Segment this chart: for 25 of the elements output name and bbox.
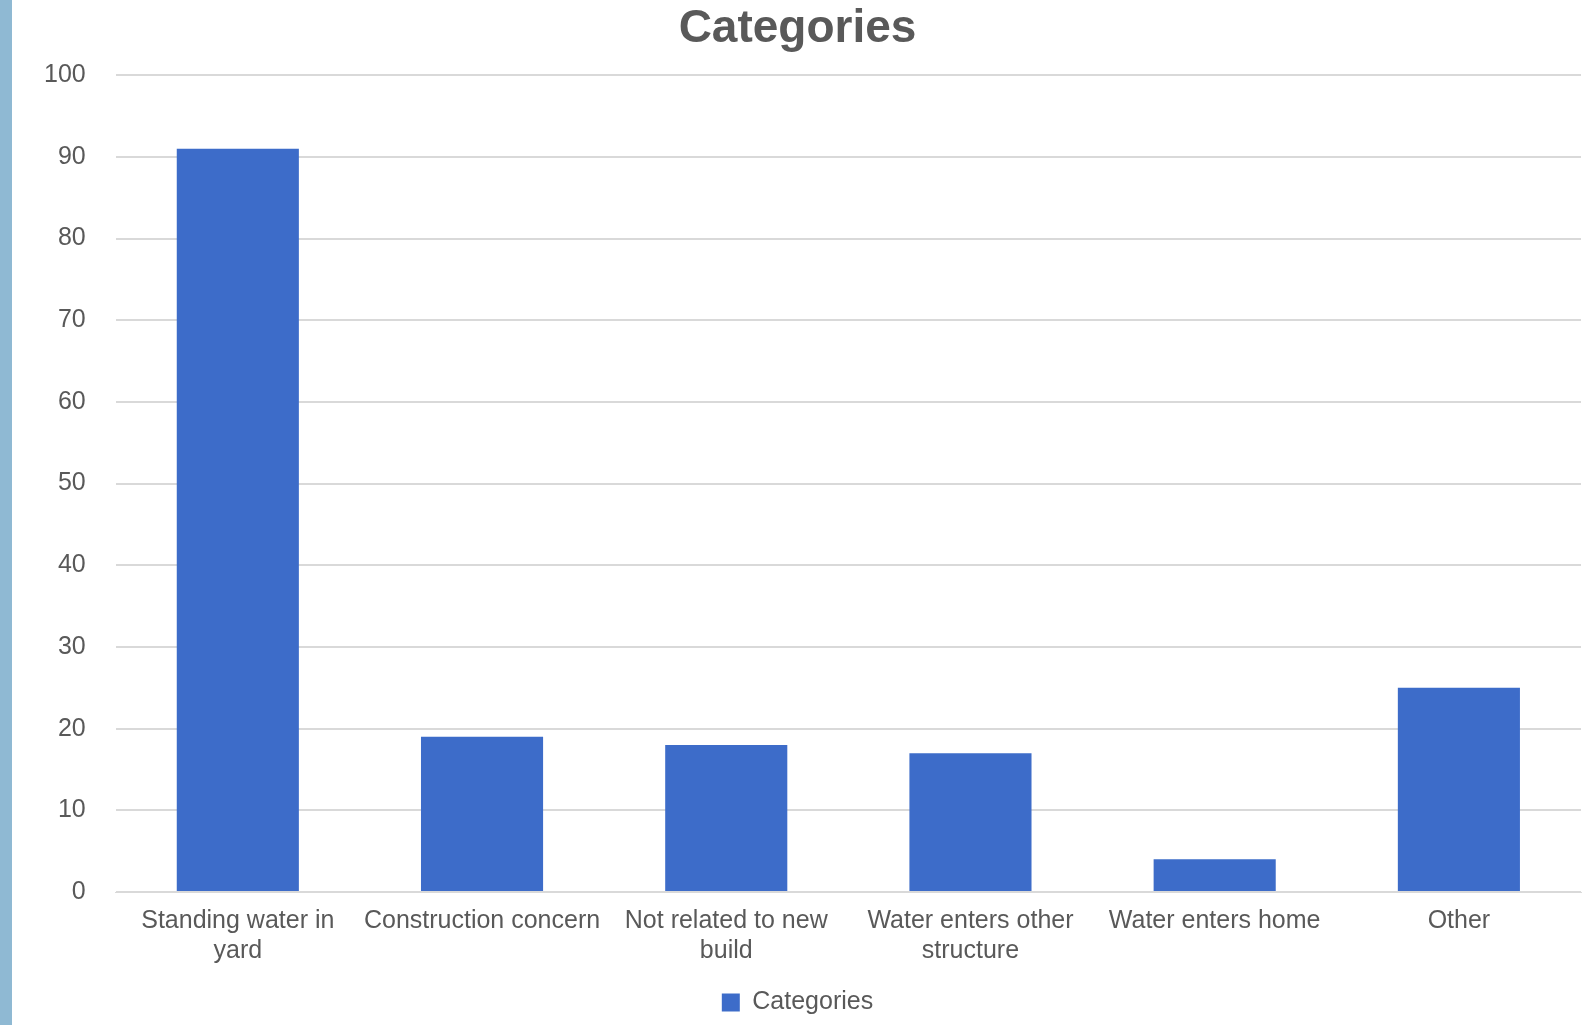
y-tick-label: 100 bbox=[43, 59, 86, 88]
bar bbox=[176, 148, 299, 891]
y-tick-label: 40 bbox=[57, 549, 86, 578]
bar bbox=[909, 753, 1032, 891]
legend-label: Categories bbox=[752, 986, 874, 1015]
x-tick-label: Standing water in yard bbox=[141, 904, 335, 963]
y-tick-label: 0 bbox=[71, 875, 86, 904]
x-tick-label: Water enters home bbox=[1108, 904, 1321, 933]
y-tick-label: 90 bbox=[57, 140, 86, 169]
y-tick-label: 80 bbox=[57, 222, 86, 251]
bar bbox=[1153, 859, 1276, 891]
x-tick-label: Other bbox=[1427, 904, 1491, 933]
y-tick-label: 30 bbox=[57, 630, 86, 659]
y-tick-label: 70 bbox=[57, 304, 86, 333]
y-tick-label: 20 bbox=[57, 712, 86, 741]
chart-title: Categories bbox=[678, 0, 917, 53]
x-tick-label: Not related to new build bbox=[624, 904, 829, 963]
x-tick-label: Construction concern bbox=[363, 904, 601, 933]
y-tick-label: 50 bbox=[57, 467, 86, 496]
y-tick-label: 10 bbox=[57, 794, 86, 823]
bar bbox=[1397, 687, 1520, 891]
bar bbox=[420, 736, 544, 891]
y-tick-label: 60 bbox=[57, 385, 86, 414]
x-tick-label: Water enters other structure bbox=[867, 904, 1074, 963]
bar bbox=[665, 744, 788, 891]
